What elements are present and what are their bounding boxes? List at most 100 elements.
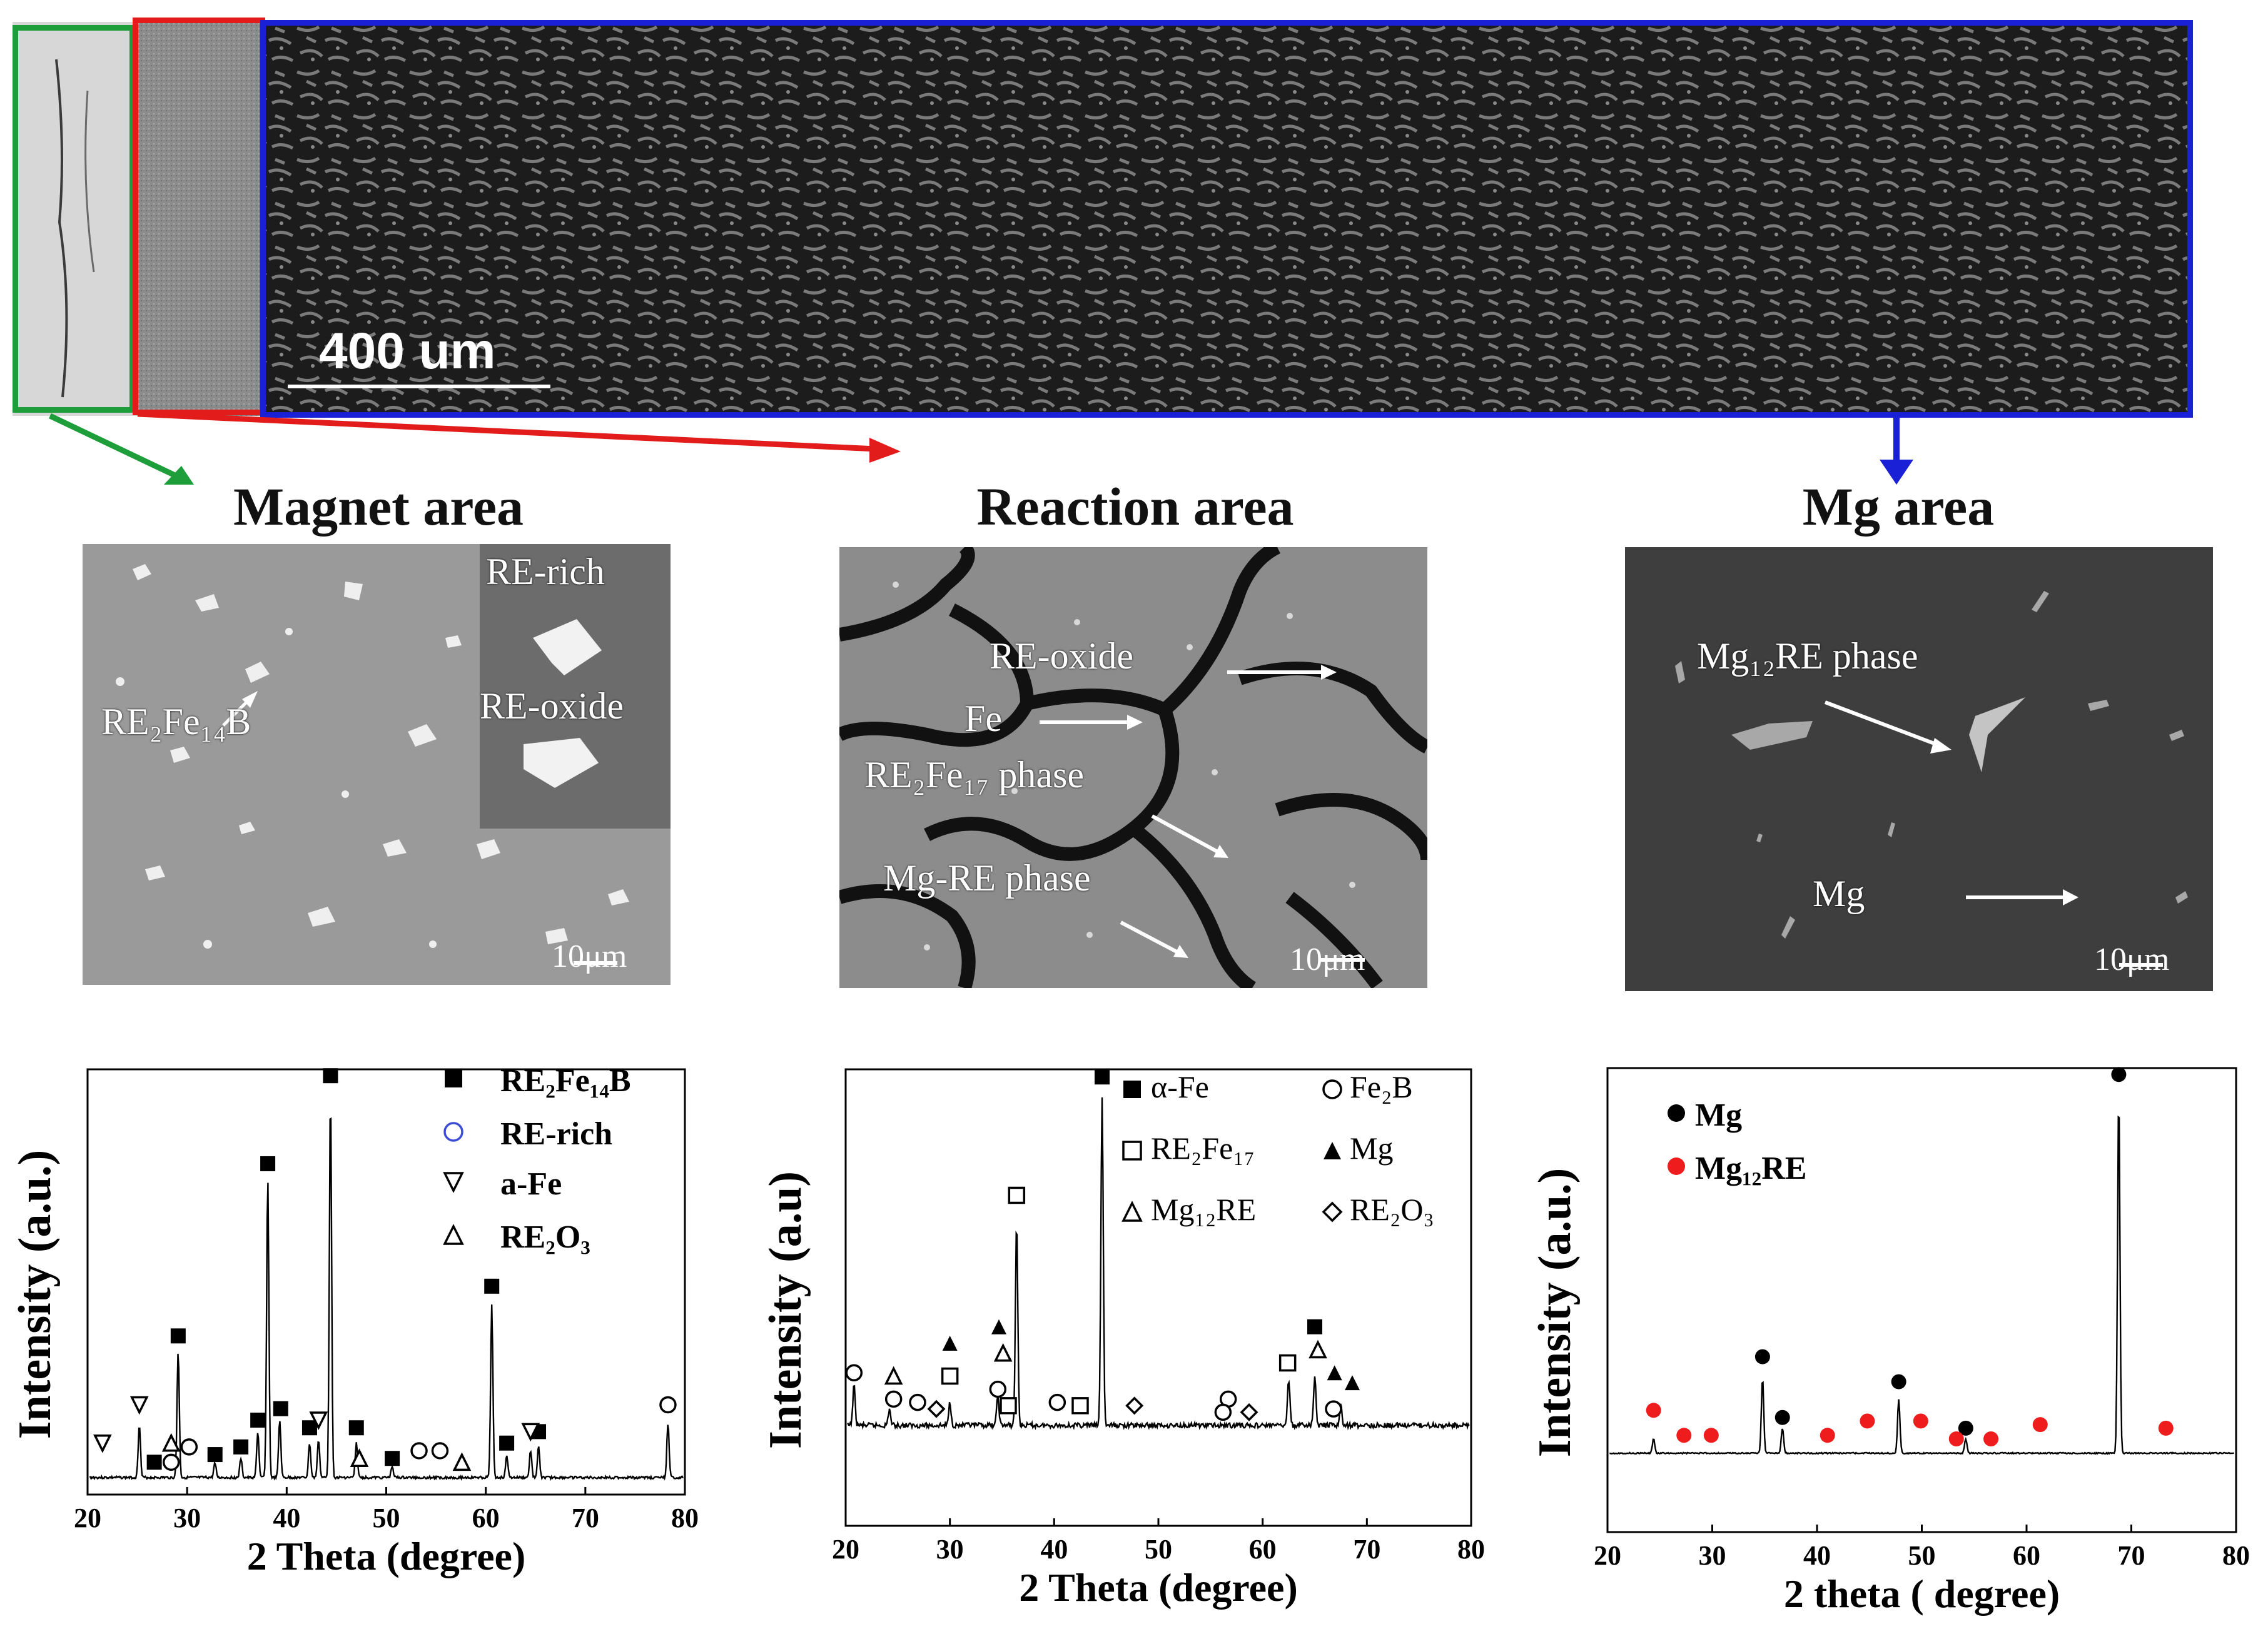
phase-marker: [1820, 1428, 1835, 1443]
phase-marker: [942, 1336, 958, 1351]
x-tick-label: 50: [373, 1503, 400, 1533]
phase-marker: [2158, 1420, 2174, 1436]
legend-label: Mg₁₂RE: [1151, 1192, 1256, 1227]
reaction-scale: 10μm: [1290, 942, 1365, 977]
phase-marker: [884, 1390, 903, 1408]
phase-marker: [1307, 1319, 1322, 1334]
phase-marker: [301, 1420, 317, 1436]
magnet-micrograph: RE-rich RE-oxide RE₂Fe₁₄B 10μm: [83, 544, 671, 985]
phase-marker: [1774, 1409, 1790, 1425]
magnet-annot-re2fe14b: RE₂Fe₁₄B: [101, 701, 251, 742]
phase-marker: [1646, 1403, 1661, 1418]
phase-marker: [170, 1328, 186, 1344]
legend-label: RE₂Fe₁₇: [1151, 1131, 1255, 1166]
legend-marker: [1322, 1201, 1343, 1223]
phase-marker: [845, 1364, 863, 1382]
x-tick-label: 50: [1145, 1534, 1172, 1565]
xrd-pattern-line: [847, 1097, 1470, 1431]
y-axis-label: Intensity (a.u.): [1529, 1168, 1581, 1458]
mg-title: Mg area: [1802, 477, 1995, 537]
legend-label: Mg: [1695, 1097, 1742, 1133]
phase-marker: [1860, 1413, 1875, 1429]
phase-marker: [1125, 1396, 1144, 1415]
legend-label: Fe₂B: [1350, 1069, 1413, 1104]
phase-marker: [1676, 1428, 1692, 1443]
phase-marker: [323, 1068, 338, 1084]
reaction-annot-mg-re: Mg-RE phase: [883, 857, 1091, 899]
x-axis-label: 2 Theta (degree): [1019, 1565, 1298, 1610]
x-tick-label: 60: [2013, 1540, 2040, 1571]
phase-marker: [309, 1411, 328, 1430]
magnet-scale: 10μm: [552, 939, 627, 974]
x-tick-label: 20: [1594, 1540, 1621, 1571]
phase-marker: [1891, 1374, 1906, 1389]
phase-marker: [927, 1399, 946, 1418]
xrd-pattern-line: [89, 1117, 684, 1481]
plot-frame: [1606, 1067, 2237, 1533]
y-axis-label: Intensity (a.u): [760, 1171, 811, 1449]
phase-marker: [1948, 1431, 1964, 1447]
legend-marker: [1668, 1104, 1685, 1122]
phase-marker: [1240, 1403, 1258, 1421]
phase-marker: [146, 1455, 162, 1470]
phase-marker: [2032, 1417, 2048, 1433]
phase-marker: [991, 1319, 1006, 1334]
xrd-pattern-line: [1609, 1115, 2234, 1455]
phase-marker: [941, 1367, 959, 1385]
legend-label: RE₂O₃: [500, 1219, 590, 1255]
phase-marker: [1008, 1186, 1026, 1204]
phase-marker: [909, 1393, 926, 1411]
phase-marker: [410, 1442, 428, 1460]
phase-marker: [162, 1453, 180, 1471]
phase-marker: [499, 1435, 515, 1451]
x-tick-label: 30: [936, 1534, 964, 1565]
phase-marker: [1048, 1393, 1066, 1411]
x-tick-label: 40: [1803, 1540, 1831, 1571]
phase-marker: [1983, 1431, 1999, 1447]
phase-marker: [1958, 1420, 1973, 1436]
overview-scale-bar: [288, 385, 550, 388]
phase-marker: [180, 1438, 198, 1456]
x-tick-label: 70: [572, 1503, 599, 1533]
magnet-frame: [13, 25, 135, 413]
phase-marker: [1278, 1354, 1297, 1372]
legend-marker: [1322, 1079, 1342, 1099]
phase-marker: [1754, 1349, 1770, 1364]
x-tick-label: 20: [832, 1534, 859, 1565]
legend-marker: [1324, 1142, 1341, 1159]
mg-scale: 10μm: [2094, 942, 2170, 977]
phase-marker: [484, 1278, 500, 1294]
x-tick-label: 80: [671, 1503, 699, 1533]
legend-marker: [445, 1070, 462, 1087]
x-tick-label: 60: [1249, 1534, 1277, 1565]
phase-marker: [989, 1380, 1007, 1398]
legend-marker: [1123, 1081, 1141, 1098]
magnet-annot-re-rich: RE-rich: [486, 551, 605, 592]
phase-marker: [521, 1423, 540, 1442]
phase-marker: [452, 1452, 472, 1471]
xrd-chart-magnet: 20 30 40 50 60 70 80 Intensity (a.u.) 2 Theta (d…: [9, 1063, 699, 1578]
phase-marker: [129, 1396, 149, 1415]
legend-label: RE₂Fe₁₄B: [500, 1063, 631, 1099]
phase-marker: [260, 1156, 276, 1171]
x-tick-label: 70: [2118, 1540, 2145, 1571]
overview-micrograph: 400 um: [13, 22, 2189, 416]
legend-marker: [1121, 1201, 1143, 1222]
phase-marker: [233, 1439, 249, 1455]
legend-label: α-Fe: [1151, 1069, 1209, 1104]
phase-marker: [659, 1396, 677, 1414]
xrd-chart-reaction: 20 30 40 50 60 70 80 Intensity (a.u) 2 Theta (de…: [760, 1068, 1485, 1610]
x-tick-label: 30: [1699, 1540, 1726, 1571]
phase-marker: [93, 1434, 112, 1453]
legend-label: Mg₁₂RE: [1695, 1151, 1807, 1186]
phase-marker: [1327, 1365, 1342, 1381]
legend-marker: [443, 1172, 464, 1193]
phase-marker: [1325, 1400, 1342, 1418]
phase-marker: [1913, 1413, 1928, 1429]
mg-annot-mg: Mg: [1813, 873, 1865, 914]
phase-marker: [1000, 1397, 1017, 1415]
phase-marker: [250, 1413, 266, 1428]
x-tick-label: 30: [173, 1503, 201, 1533]
mg-micrograph: Mg₁₂RE phase Mg 10μm: [1625, 547, 2213, 991]
magnet-annot-re-oxide: RE-oxide: [480, 685, 624, 727]
